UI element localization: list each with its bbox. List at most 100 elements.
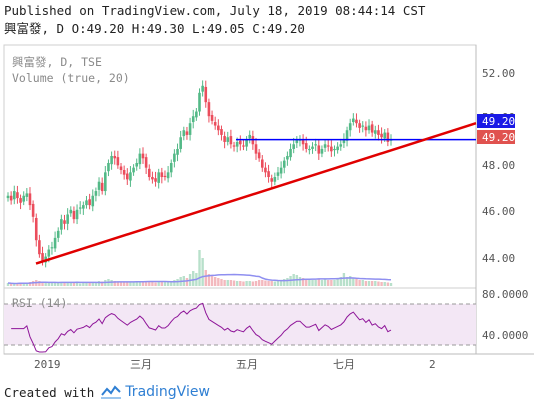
candle-body: [386, 132, 390, 142]
candle: [82, 201, 85, 215]
candle: [377, 124, 380, 141]
candle-body: [182, 130, 186, 137]
volume-bar: [154, 282, 157, 286]
time-tick: 五月: [236, 358, 258, 371]
volume-bar: [339, 277, 342, 286]
volume-bar: [91, 282, 94, 286]
volume-bar: [223, 280, 226, 286]
candle: [295, 136, 299, 149]
candle: [276, 166, 280, 181]
candle-body: [254, 144, 258, 154]
volume-bar: [361, 280, 364, 286]
candle: [179, 130, 182, 153]
created-with-text: Created with: [4, 384, 95, 400]
candle: [336, 142, 339, 154]
candle: [188, 117, 192, 141]
volume-bar: [323, 279, 327, 286]
candle: [229, 129, 233, 149]
candle: [176, 143, 179, 162]
tradingview-logo[interactable]: TradingView: [100, 384, 210, 400]
candle: [75, 204, 79, 225]
volume-bar: [38, 281, 41, 286]
volume-bar: [374, 281, 377, 286]
volume-bar: [110, 280, 113, 286]
candle-body: [129, 172, 132, 181]
volume-bar: [348, 276, 352, 286]
volume-bar: [166, 281, 170, 286]
candle: [257, 148, 261, 162]
candle: [72, 206, 76, 224]
candle: [273, 172, 277, 186]
volume-bar: [286, 278, 289, 286]
candle-body: [374, 130, 377, 134]
candle-body: [370, 124, 374, 133]
volume-bar: [170, 281, 173, 286]
candle-body: [345, 130, 349, 141]
candle-body: [163, 175, 167, 178]
volume-bar: [273, 281, 277, 286]
time-tick: 七月: [333, 358, 355, 371]
candle: [38, 234, 41, 258]
volume-bar: [41, 281, 44, 286]
candle-body: [78, 207, 82, 209]
volume-bar: [50, 283, 54, 286]
volume-bar: [305, 279, 308, 286]
candle-body: [358, 123, 361, 128]
candle: [308, 145, 311, 155]
candle-body: [317, 145, 321, 154]
candle: [163, 170, 167, 181]
candle: [242, 139, 245, 151]
rsi-band: [4, 304, 476, 345]
candle: [104, 166, 107, 196]
candle-body: [63, 220, 66, 224]
volume-bar: [75, 282, 79, 286]
volume-bar: [345, 277, 349, 286]
candle: [116, 150, 120, 169]
volume-bar: [333, 280, 336, 286]
candle-body: [210, 115, 214, 121]
candle: [239, 135, 242, 151]
drawings: [35, 122, 477, 265]
volume-bar: [97, 281, 101, 286]
candle: [66, 208, 69, 231]
volume-bar: [53, 282, 57, 286]
rsi-line: [11, 302, 392, 353]
volume-bar: [279, 280, 283, 286]
volume-bar: [129, 282, 132, 286]
volume-bar: [380, 282, 383, 286]
volume-bar: [57, 283, 60, 286]
candle-body: [226, 137, 230, 142]
volume-bar: [94, 282, 98, 286]
volume-bar: [9, 283, 13, 286]
candle-body: [22, 195, 25, 202]
volume-bar: [311, 280, 314, 286]
candle: [147, 164, 151, 181]
candle: [113, 150, 117, 165]
volume-bar: [157, 282, 160, 286]
candle-body: [188, 123, 192, 135]
candle-body: [270, 178, 274, 182]
candle: [270, 174, 274, 189]
candle: [358, 119, 361, 133]
candle: [348, 118, 352, 137]
volume-bar: [16, 283, 19, 286]
price-tick: 52.00: [482, 67, 515, 80]
candle-body: [100, 182, 104, 192]
candle-body: [364, 126, 368, 131]
volume-label: Volume (true, 20): [12, 71, 130, 85]
candle: [129, 166, 132, 187]
candle: [122, 165, 126, 180]
candle: [34, 213, 38, 247]
volume-bar: [100, 281, 104, 286]
candle-body: [342, 139, 346, 144]
volume-bar: [185, 278, 189, 286]
candle-body: [276, 172, 280, 176]
volume-bar: [163, 282, 167, 286]
candle-body: [19, 198, 22, 203]
candle-body: [377, 130, 380, 135]
volume-bar: [342, 273, 346, 286]
volume-bar: [201, 258, 204, 286]
candle: [355, 113, 358, 128]
current-price-badge-text: 49.20: [482, 131, 515, 144]
